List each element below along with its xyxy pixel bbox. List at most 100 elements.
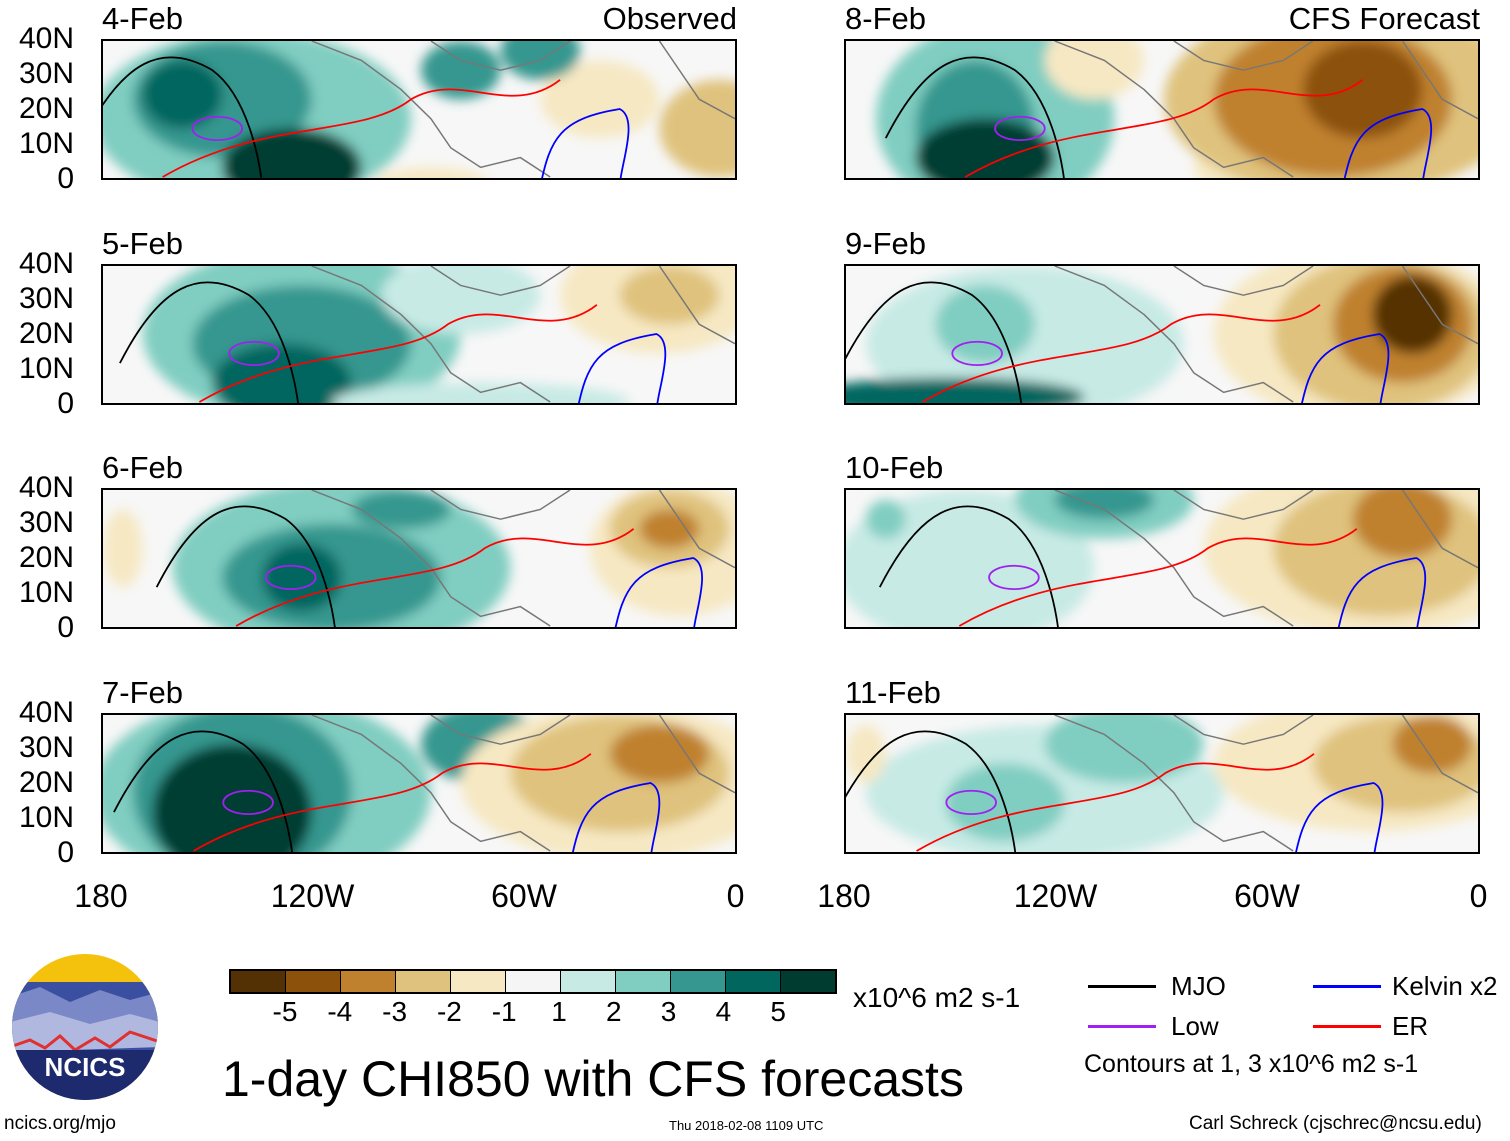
er-contour bbox=[958, 528, 1358, 628]
mjo-contour bbox=[103, 56, 263, 178]
longitude-label: 60W bbox=[1234, 878, 1300, 914]
latitude-label: 40N bbox=[18, 696, 74, 730]
latitude-label: 10N bbox=[18, 576, 74, 610]
chi850-anomaly-region bbox=[381, 265, 541, 334]
chi850-anomaly-region bbox=[915, 118, 1055, 178]
latitude-label: 30N bbox=[18, 506, 74, 540]
panel-date: 8-Feb bbox=[845, 1, 926, 36]
colorbar-units: x10^6 m2 s-1 bbox=[853, 982, 1021, 1013]
kelvin-contour bbox=[1295, 782, 1384, 853]
longitude-label: 120W bbox=[270, 878, 355, 914]
chi850-anomaly-region bbox=[377, 167, 485, 178]
chi850-anomaly-region bbox=[103, 509, 143, 588]
chi850-anomaly-region bbox=[846, 377, 1085, 403]
latitude-label: 30N bbox=[18, 731, 74, 765]
mjo-contour bbox=[155, 505, 336, 628]
longitude-label: 60W bbox=[491, 878, 557, 914]
coastline bbox=[311, 41, 735, 178]
colorbar-swatch bbox=[781, 971, 835, 992]
longitude-label: 0 bbox=[1469, 878, 1488, 914]
latitude-label: 40N bbox=[18, 22, 74, 55]
chi850-anomaly-region bbox=[420, 41, 501, 100]
logo-text: NCICS bbox=[45, 1052, 126, 1082]
coastline bbox=[1054, 41, 1478, 178]
colorbar-swatch bbox=[231, 971, 286, 992]
latitude-label: 40N bbox=[18, 246, 74, 280]
low-contour bbox=[951, 340, 1003, 366]
er-legend-label: ER bbox=[1392, 1011, 1429, 1041]
colorbar-tick-label: 1 bbox=[551, 996, 567, 1027]
kelvin-contour bbox=[1301, 332, 1390, 403]
kelvin-legend-line bbox=[1313, 985, 1381, 988]
low-contour bbox=[994, 115, 1046, 141]
panel-date: 11-Feb bbox=[845, 675, 941, 711]
low-contour bbox=[222, 790, 274, 816]
longitude-label: 180 bbox=[74, 878, 128, 914]
kelvin-contour bbox=[577, 332, 667, 403]
kelvin-contour bbox=[1337, 557, 1427, 628]
er-contour bbox=[192, 753, 592, 852]
mjo-contour bbox=[878, 505, 1059, 628]
colorbar-tick-label: -5 bbox=[272, 996, 298, 1027]
er-legend-line bbox=[1313, 1025, 1381, 1028]
colorbar-tick-label: 3 bbox=[660, 996, 677, 1027]
map-panel-right-1 bbox=[844, 263, 1480, 405]
chi850-anomaly-region bbox=[846, 490, 1095, 628]
low-contour bbox=[945, 790, 997, 816]
colorbar-swatch bbox=[506, 971, 561, 992]
chi850-anomaly-region bbox=[212, 343, 352, 403]
latitude-label: 10N bbox=[18, 351, 74, 385]
colorbar-tick-label: 5 bbox=[770, 996, 786, 1027]
mjo-legend-label: MJO bbox=[1171, 971, 1226, 1001]
chi850-anomaly-region bbox=[152, 744, 312, 853]
coastline bbox=[1054, 265, 1478, 403]
latitude-label: 0 bbox=[57, 836, 74, 870]
er-contour bbox=[198, 303, 598, 403]
longitude-label: 180 bbox=[817, 878, 871, 914]
colorbar-swatch bbox=[396, 971, 451, 992]
chi850-anomaly-region bbox=[659, 79, 735, 178]
ncics-logo: NCICS bbox=[12, 954, 158, 1100]
latitude-label: 0 bbox=[57, 611, 74, 645]
chi850-anomaly-region bbox=[1392, 715, 1473, 774]
coastline bbox=[1054, 490, 1478, 628]
colorbar bbox=[229, 969, 837, 994]
colorbar-tick-label: -2 bbox=[436, 996, 462, 1027]
low-contour bbox=[988, 565, 1040, 591]
latitude-label: 0 bbox=[57, 386, 74, 420]
colorbar-tick-label: -3 bbox=[382, 996, 408, 1027]
map-panel-right-0 bbox=[844, 39, 1480, 180]
kelvin-legend-label: Kelvin x2 bbox=[1392, 971, 1498, 1001]
colorbar-swatch bbox=[726, 971, 781, 992]
chi850-anomaly-region bbox=[945, 763, 1065, 842]
mjo-contour bbox=[846, 730, 1017, 853]
kelvin-contour bbox=[572, 782, 661, 853]
er-contour bbox=[964, 79, 1364, 178]
contour-note: Contours at 1, 3 x10^6 m2 s-1 bbox=[1084, 1050, 1419, 1078]
panel-date: 6-Feb bbox=[102, 450, 183, 486]
panel-date: 10-Feb bbox=[845, 450, 944, 486]
panel-source-label: CFS Forecast bbox=[1288, 1, 1480, 36]
chi850-anomaly-region bbox=[639, 509, 700, 549]
er-contour bbox=[922, 303, 1321, 403]
map-panel-left-0 bbox=[101, 39, 737, 180]
colorbar-swatch bbox=[616, 971, 671, 992]
mjo-contour bbox=[884, 56, 1065, 178]
colorbar-swatch bbox=[561, 971, 616, 992]
er-contour bbox=[235, 528, 635, 628]
chi850-anomaly-region bbox=[1303, 41, 1423, 139]
low-legend-label: Low bbox=[1171, 1011, 1219, 1041]
latitude-label: 20N bbox=[18, 541, 74, 575]
footer-author: Carl Schreck (cjschrec@ncsu.edu) bbox=[1189, 1113, 1482, 1134]
low-legend-line bbox=[1088, 1025, 1156, 1028]
footer-url[interactable]: ncics.org/mjo bbox=[4, 1113, 116, 1134]
coastline bbox=[1054, 715, 1478, 852]
coastline bbox=[311, 715, 735, 852]
er-contour bbox=[162, 79, 561, 178]
longitude-label: 0 bbox=[726, 878, 745, 914]
chi850-anomaly-region bbox=[1372, 275, 1453, 354]
panel-date: 9-Feb bbox=[845, 225, 926, 261]
latitude-label: 30N bbox=[18, 57, 74, 90]
kelvin-contour bbox=[541, 108, 630, 178]
